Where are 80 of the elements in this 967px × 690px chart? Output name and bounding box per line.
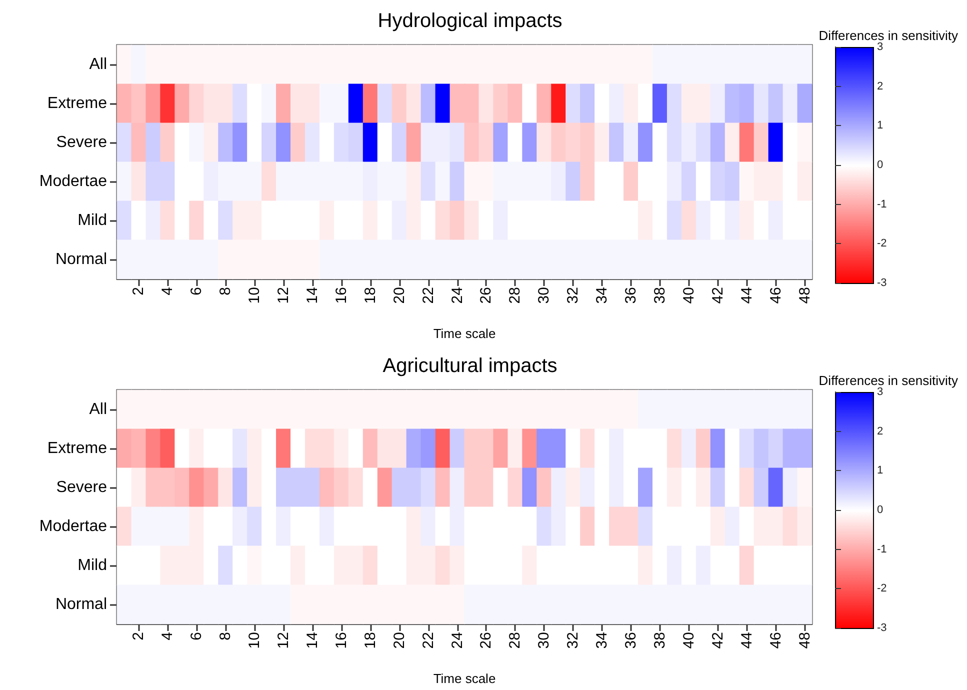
x-tick-label: 24 <box>448 287 466 304</box>
x-tick-label: 36 <box>622 287 640 304</box>
x-tick-label: 2 <box>130 632 148 640</box>
x-tick-label: 40 <box>680 632 698 649</box>
x-tick-label: 40 <box>680 287 698 304</box>
x-tick-label: 16 <box>332 632 350 649</box>
color-bar-label: -3 <box>877 622 887 634</box>
x-tick-label: 48 <box>796 287 814 304</box>
x-tick-label: 28 <box>506 632 524 649</box>
chart-title: Agricultural impacts <box>382 355 558 377</box>
x-axis-title: Time scale <box>433 326 496 341</box>
x-tick-label: 22 <box>420 632 437 649</box>
x-tick-label: 26 <box>478 632 495 649</box>
color-bar-label: 1 <box>877 464 884 477</box>
x-tick-label: 20 <box>390 632 408 649</box>
color-bar-label: 3 <box>877 41 884 53</box>
color-bar-label: -2 <box>877 582 887 595</box>
color-bar-title: Differences in sensitivity <box>818 28 958 43</box>
x-tick-label: 22 <box>420 287 437 304</box>
color-bar-label: 2 <box>877 425 884 438</box>
x-tick-label: 10 <box>246 632 264 649</box>
color-bar-label: -2 <box>877 238 887 250</box>
y-tick-label: All <box>89 401 107 418</box>
x-tick-label: 16 <box>332 287 350 304</box>
x-axis-title: Time scale <box>433 671 496 686</box>
x-tick-label: 6 <box>188 632 206 640</box>
color-bar-label: -3 <box>877 277 887 289</box>
y-tick-label: Mild <box>78 212 107 229</box>
color-bar-label: -1 <box>877 543 887 556</box>
x-tick-label: 36 <box>622 632 640 649</box>
y-tick-label: Normal <box>55 251 107 268</box>
x-tick-label: 18 <box>362 632 379 649</box>
x-tick-label: 4 <box>159 632 176 640</box>
x-tick-label: 8 <box>217 287 234 296</box>
x-tick-label: 46 <box>767 632 784 649</box>
x-tick-label: 38 <box>651 632 668 649</box>
y-tick-label: Mild <box>78 557 107 574</box>
color-bar-label: 0 <box>877 504 884 516</box>
x-tick-label: 34 <box>594 287 611 304</box>
x-tick-label: 34 <box>594 632 611 649</box>
color-bar-label: 0 <box>877 159 884 171</box>
x-tick-label: 6 <box>188 287 206 296</box>
x-tick-label: 42 <box>709 287 726 304</box>
y-tick-label: Modertae <box>39 518 108 535</box>
x-tick-label: 32 <box>564 632 582 649</box>
color-bar-label: 3 <box>877 386 884 398</box>
x-tick-label: 20 <box>390 287 408 304</box>
x-tick-label: 42 <box>709 632 726 649</box>
y-tick-label: Extreme <box>47 95 108 112</box>
x-tick-label: 12 <box>275 287 292 304</box>
x-tick-label: 24 <box>448 632 466 649</box>
y-tick-label: All <box>89 56 107 73</box>
x-tick-label: 46 <box>767 287 784 304</box>
x-tick-label: 14 <box>304 632 321 649</box>
x-tick-label: 26 <box>478 287 495 304</box>
x-tick-label: 30 <box>536 287 553 304</box>
x-tick-label: 48 <box>796 632 814 649</box>
y-tick-label: Extreme <box>47 440 108 457</box>
x-tick-label: 38 <box>651 287 668 304</box>
x-tick-label: 2 <box>130 287 148 296</box>
color-bar-label: 1 <box>877 120 884 132</box>
x-tick-label: 10 <box>246 287 264 304</box>
color-bar-label: 2 <box>877 80 884 92</box>
x-tick-label: 18 <box>362 287 379 304</box>
x-tick-label: 44 <box>738 632 756 649</box>
x-tick-label: 32 <box>564 287 582 304</box>
x-tick-label: 14 <box>304 287 321 304</box>
y-tick-label: Severe <box>56 134 108 151</box>
color-bar-label: -1 <box>877 198 887 210</box>
x-tick-label: 44 <box>738 287 756 304</box>
y-tick-label: Modertae <box>39 173 108 190</box>
y-tick-label: Severe <box>56 479 108 496</box>
x-tick-label: 28 <box>506 287 524 304</box>
y-tick-label: Normal <box>55 596 107 613</box>
x-tick-label: 30 <box>536 632 553 649</box>
chart-title: Hydrological impacts <box>378 10 562 32</box>
x-tick-label: 8 <box>217 632 234 640</box>
x-tick-label: 4 <box>159 287 176 296</box>
x-tick-label: 12 <box>275 632 292 649</box>
color-bar-title: Differences in sensitivity <box>818 373 958 388</box>
